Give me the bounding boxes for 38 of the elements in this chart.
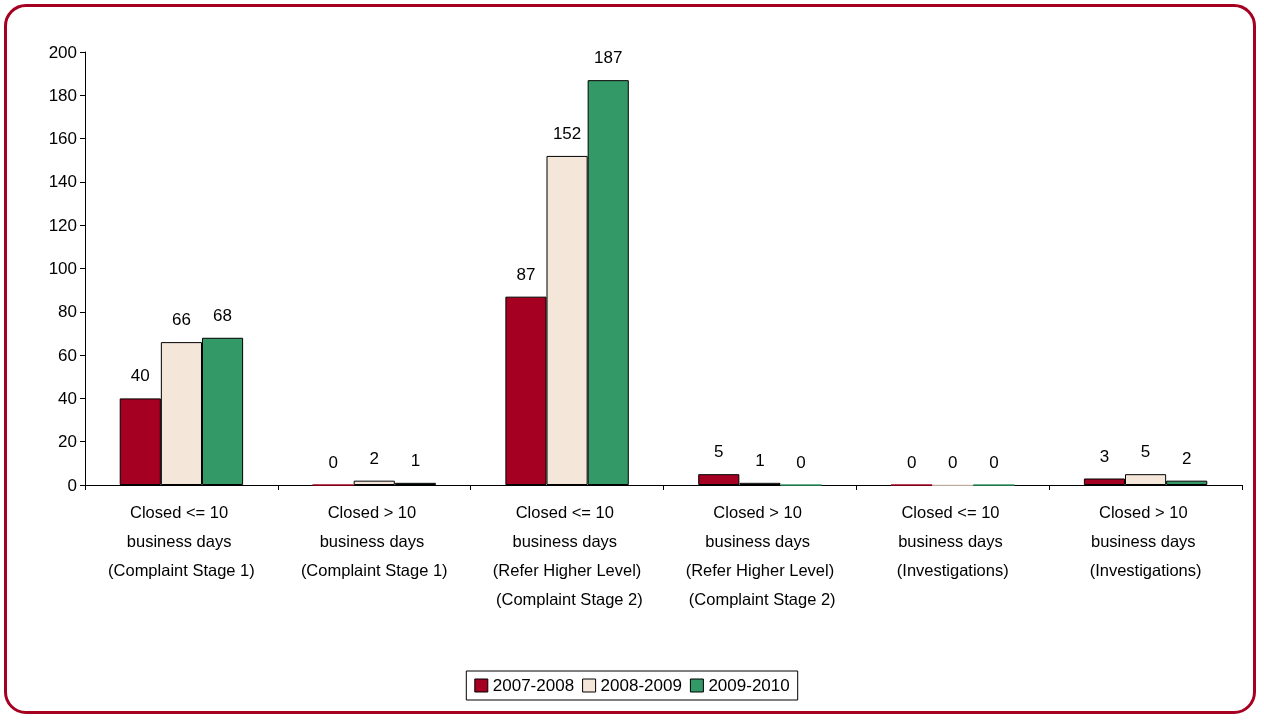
data-label: 66	[171, 310, 191, 330]
x-tick-label: Closed <= 10 business days (Complaint Stage 1)	[108, 502, 255, 579]
data-label: 5	[714, 442, 724, 462]
x-tick-label: Closed > 10 business days (Investigations)	[1089, 502, 1202, 579]
legend-label: 2007-2008	[492, 676, 575, 695]
y-tick-label: 160	[48, 129, 77, 149]
data-label: 1	[410, 450, 421, 470]
y-tick-label: 180	[48, 85, 77, 105]
y-tick-label: 60	[58, 345, 77, 365]
data-label: 0	[328, 452, 338, 472]
x-tick-label: Closed > 10 business days (Complaint Stage 1)	[300, 502, 448, 579]
data-label: 152	[552, 123, 582, 143]
legend-label: 2008-2009	[600, 676, 682, 695]
y-tick-label: 200	[48, 42, 77, 62]
data-label: 0	[989, 452, 999, 472]
data-label: 40	[130, 366, 150, 386]
x-tick-label: Closed > 10 business days (Refer Higher Level) (Complaint Stage 2)	[684, 502, 836, 608]
y-tick-label: 100	[48, 259, 77, 278]
data-label: 1	[755, 450, 765, 470]
data-label: 2	[1181, 448, 1192, 468]
y-tick-label: 140	[48, 172, 77, 192]
x-tick-label: Closed <= 10 business days (Refer Higher Level) (Complaint Stage 2)	[491, 502, 643, 608]
data-label: 68	[213, 305, 233, 325]
data-label: 0	[796, 452, 806, 472]
y-tick-label: 120	[48, 215, 77, 235]
y-tick-label: 20	[58, 432, 77, 452]
x-tick-label: Closed <= 10 business days (Investigations)	[896, 502, 1009, 579]
data-label: 0	[906, 452, 917, 472]
legend-label: 2009-2010	[708, 676, 790, 695]
data-label: 5	[1140, 442, 1151, 462]
data-label: 187	[594, 48, 623, 68]
y-tick-label: 0	[67, 475, 77, 495]
data-label: 3	[1099, 446, 1110, 466]
data-label: 2	[369, 448, 379, 468]
y-tick-label: 40	[58, 388, 77, 408]
y-tick-label: 80	[58, 302, 77, 322]
data-label: 87	[516, 264, 536, 284]
data-label: 0	[948, 452, 958, 472]
